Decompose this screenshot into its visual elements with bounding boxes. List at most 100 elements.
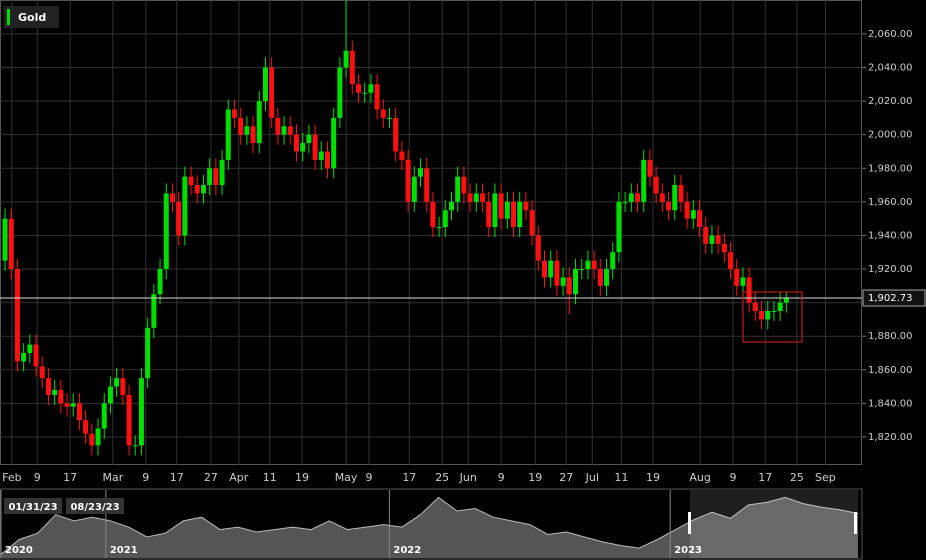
candle-body (659, 193, 665, 202)
candle-body (70, 403, 76, 407)
navigator-window[interactable] (690, 490, 858, 558)
candle-body (380, 109, 386, 118)
candle-body (39, 366, 45, 379)
candle-body (300, 143, 306, 152)
x-tick-label: 9 (498, 471, 505, 484)
candle-body (182, 176, 188, 236)
candle-body (83, 420, 89, 434)
candle-body (58, 389, 64, 404)
candle-body (678, 185, 684, 202)
candle-body (715, 235, 721, 244)
candle-body (126, 394, 132, 446)
candle-body (2, 218, 8, 261)
candle-body (169, 193, 175, 202)
x-tick-label: 27 (559, 471, 573, 484)
candle-body (337, 67, 343, 118)
candle-body (554, 260, 560, 286)
window-start-label: 01/31/23 (8, 502, 57, 513)
navigator-tick-label: 2022 (393, 545, 421, 556)
candle-body (21, 352, 27, 362)
candle-body (306, 134, 312, 144)
y-tick-label: 1,960.00 (868, 197, 913, 208)
x-tick-label: 19 (295, 471, 309, 484)
candle-body (163, 193, 169, 270)
x-tick-label: 27 (204, 471, 218, 484)
candle-body (256, 101, 262, 144)
y-tick-label: 1,820.00 (868, 432, 913, 443)
plot-frame (0, 0, 862, 465)
candle-body (684, 201, 690, 219)
candle-body (560, 277, 566, 286)
candle-body (591, 260, 597, 270)
x-tick-label: 9 (142, 471, 149, 484)
candle-body (318, 151, 324, 160)
candle-body (616, 201, 622, 253)
x-tick-label: 17 (170, 471, 184, 484)
candle-body (399, 151, 405, 160)
candle-body (207, 168, 213, 186)
candle-body (690, 210, 696, 219)
x-tick-label: 9 (34, 471, 41, 484)
y-tick-label: 1,860.00 (868, 365, 913, 376)
candle-body (411, 176, 417, 202)
candle-body (281, 126, 287, 135)
candle-body (734, 269, 740, 286)
navigator-line (0, 496, 859, 555)
candle-body (355, 84, 361, 93)
navigator-area (1, 497, 858, 558)
x-tick-label: 19 (646, 471, 660, 484)
candle-body (455, 176, 461, 202)
highlight-box (742, 291, 803, 343)
y-tick-label: 2,000.00 (868, 130, 913, 141)
candle-body (151, 294, 157, 328)
candle-body (293, 134, 299, 152)
candle-body (597, 269, 603, 286)
candle-body (349, 50, 355, 85)
candle-body (697, 210, 703, 228)
x-tick-label: 9 (730, 471, 737, 484)
candle-body (473, 193, 479, 202)
y-tick-label: 1,980.00 (868, 163, 913, 174)
candle-body (672, 185, 678, 211)
candle-body (275, 117, 281, 135)
x-tick-label: 25 (790, 471, 804, 484)
candle-body (752, 302, 758, 312)
candle-body (492, 193, 498, 228)
window-handle[interactable] (688, 512, 691, 534)
candle-body (448, 201, 454, 211)
candle-body (374, 84, 380, 110)
candle-body (393, 117, 399, 152)
x-tick-label: 17 (63, 471, 77, 484)
candle-body (777, 302, 783, 312)
candle-body (511, 201, 517, 228)
window-handle[interactable] (854, 512, 857, 534)
candle-body (250, 126, 256, 144)
candle-body (486, 201, 492, 228)
candle-body (269, 67, 275, 118)
candle-body (194, 185, 200, 194)
window-end (66, 498, 124, 514)
candle-body (287, 126, 293, 135)
candle-body (244, 126, 250, 135)
candle-body (8, 218, 14, 270)
x-tick-label: 11 (614, 471, 628, 484)
candle-body (467, 193, 473, 202)
candle-body (709, 235, 715, 244)
candle-body (331, 117, 337, 169)
legend-swatch (7, 9, 10, 25)
candle-body (728, 252, 734, 270)
candle-body (523, 201, 529, 211)
candle-body (405, 159, 411, 202)
candle-body (542, 260, 548, 278)
last-price-box (862, 289, 926, 307)
candle-body (653, 176, 659, 194)
candle-body (635, 193, 641, 202)
candle-body (27, 344, 33, 353)
candle-body (262, 67, 268, 102)
candle-body (548, 260, 554, 278)
x-tick-label: Feb (2, 471, 21, 484)
candle-body (312, 134, 318, 160)
candle-body (461, 176, 467, 194)
y-tick-label: 1,920.00 (868, 264, 913, 275)
y-tick-label: 2,020.00 (868, 96, 913, 107)
